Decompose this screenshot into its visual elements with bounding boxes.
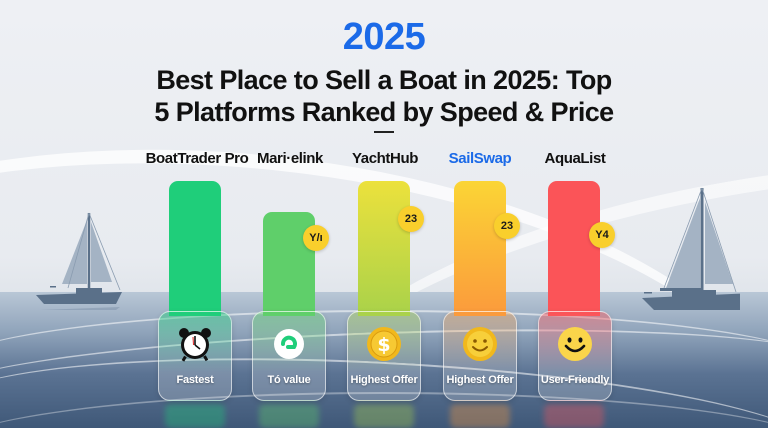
feature-card-yachthub: $ Highest Offer [347,311,421,401]
feature-card-boattrader: Fastest [158,311,232,401]
value-badge-sailswap: 23 [494,213,520,239]
smiley-face-icon [557,326,593,362]
feature-label: Highest Offer [350,374,418,386]
dollar-coin-icon: $ [366,326,402,362]
value-badge-aqualist: Y4 [589,222,615,248]
bar-reflection [354,404,414,428]
bar-boattrader [169,181,221,316]
bar-sailswap [454,181,506,316]
title-divider [374,131,394,133]
bar-reflection [165,404,225,428]
bar-aqualist [548,181,600,316]
svg-text:$: $ [377,334,390,356]
feature-card-sailswap: Highest Offer [443,311,517,401]
smiley-coin-icon [462,326,498,362]
bar-reflection [450,404,510,428]
feature-label: Tó value [267,374,311,386]
value-badge-yachthub: 23 [398,206,424,232]
value-badge-marinelink: Y/ı [303,225,329,251]
feature-card-marinelink: Tó value [252,311,326,401]
chat-bubble-icon [271,326,307,362]
title-line-1: Best Place to Sell a Boat in 2025: Top [156,65,612,95]
year-heading: 2025 [342,16,426,58]
platform-name-marinelink: Mari·elink [256,150,324,167]
sailboat-icon [36,212,122,310]
feature-label: Highest Offer [446,374,514,386]
bar-reflection [259,404,319,428]
title-line-2: 5 Platforms Ranked by Speed & Price [154,97,614,127]
platform-name-yachthub: YachtHub [352,150,418,167]
sailboat-icon [642,187,740,310]
bar-reflection [544,404,604,428]
bar-yachthub [358,181,410,316]
feature-label: Fastest [176,374,214,386]
feature-card-aqualist: User-Friendly [538,311,612,401]
platform-name-aqualist: AquaList [544,150,606,167]
platform-name-boattrader: BoatTrader Pro [145,150,249,167]
page-title: Best Place to Sell a Boat in 2025: Top 5… [0,64,768,128]
platform-name-sailswap: SailSwap [448,150,512,167]
feature-label: User-Friendly [540,374,610,386]
alarm-clock-icon [177,326,213,362]
